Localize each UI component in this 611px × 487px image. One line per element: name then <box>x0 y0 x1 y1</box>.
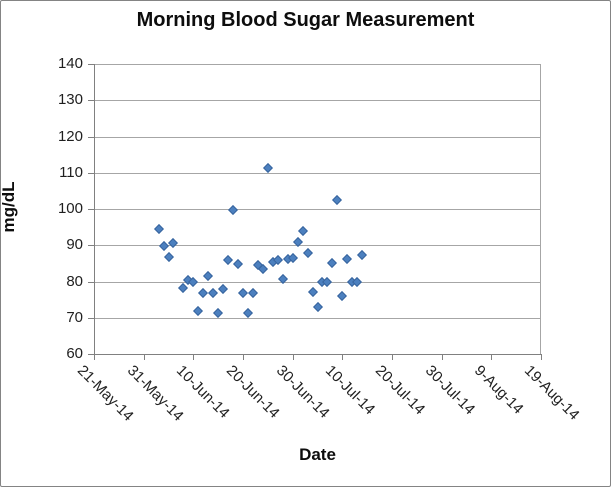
x-tick-6 <box>392 355 393 360</box>
data-point-marker <box>233 259 243 270</box>
gridline-y-140 <box>94 64 541 65</box>
x-tick-7 <box>441 355 443 360</box>
data-point-marker <box>342 254 353 264</box>
x-tick-9 <box>541 355 542 360</box>
gridline-y-100 <box>94 209 541 210</box>
data-point-marker <box>213 308 224 318</box>
gridline-y-90 <box>94 245 541 247</box>
gridline-y-70 <box>94 317 541 319</box>
plot-area <box>94 64 541 354</box>
data-point-marker <box>208 288 219 299</box>
data-point-marker <box>203 271 214 282</box>
x-tick-label-7: 30-Jul-14 <box>421 362 478 419</box>
x-tick-0 <box>94 355 95 360</box>
x-tick-3 <box>243 355 244 360</box>
x-tick-label-6: 20-Jul-14 <box>371 362 429 419</box>
x-tick-4 <box>292 355 294 360</box>
gridline-y-80 <box>94 281 541 283</box>
data-point-marker <box>262 163 273 173</box>
y-tick-label-140: 140 <box>57 55 83 72</box>
y-tick-label-110: 110 <box>59 163 83 181</box>
x-tick-label-8: 9-Aug-14 <box>471 362 527 418</box>
chart-title: Morning Blood Sugar Measurement <box>136 9 475 31</box>
y-tick-140 <box>88 64 94 65</box>
y-axis-line <box>94 64 95 355</box>
gridline-y-120 <box>94 136 541 138</box>
data-point-marker <box>153 223 164 234</box>
data-point-marker <box>223 254 234 265</box>
y-tick-120 <box>88 136 94 138</box>
data-point-marker <box>243 308 253 318</box>
y-tick-80 <box>88 281 94 283</box>
data-point-marker <box>352 276 363 287</box>
x-tick-8 <box>491 355 493 360</box>
data-point-marker <box>247 287 258 298</box>
data-point-marker <box>228 205 239 216</box>
gridline-y-110 <box>94 172 541 174</box>
x-tick-label-3: 20-Jun-14 <box>222 362 283 422</box>
data-point-marker <box>357 249 368 260</box>
y-tick-label-100: 100 <box>57 200 83 217</box>
data-point-marker <box>307 286 318 297</box>
data-point-marker <box>193 305 204 316</box>
y-tick-130 <box>88 100 94 102</box>
y-tick-70 <box>88 317 94 319</box>
y-tick-100 <box>88 209 94 210</box>
y-tick-60 <box>88 354 94 355</box>
x-tick-5 <box>342 355 344 360</box>
x-axis-line <box>94 354 542 355</box>
x-tick-1 <box>143 355 145 360</box>
data-point-marker <box>198 288 209 299</box>
x-tick-label-9: 19-Aug-14 <box>520 362 583 424</box>
data-point-marker <box>163 251 174 262</box>
data-point-marker <box>238 287 248 298</box>
gridline-y-130 <box>94 100 541 102</box>
data-point-marker <box>332 195 343 206</box>
data-point-marker <box>312 302 323 313</box>
data-point-marker <box>188 277 199 288</box>
y-tick-90 <box>88 245 94 247</box>
data-point-marker <box>322 276 333 287</box>
y-tick-label-120: 120 <box>57 127 83 145</box>
x-axis-title: Date <box>299 445 336 464</box>
data-point-marker <box>218 283 229 294</box>
data-point-marker <box>302 247 313 258</box>
data-point-marker <box>178 283 189 294</box>
y-tick-label-60: 60 <box>66 345 83 362</box>
x-tick-2 <box>193 355 195 360</box>
data-point-marker <box>297 225 308 236</box>
y-tick-label-130: 130 <box>57 91 83 109</box>
data-point-marker <box>337 291 348 301</box>
plot-right-border <box>540 64 541 354</box>
y-tick-label-90: 90 <box>66 236 83 254</box>
y-tick-label-70: 70 <box>66 308 83 326</box>
y-tick-110 <box>88 172 94 174</box>
y-tick-label-80: 80 <box>66 272 83 290</box>
data-point-marker <box>327 258 338 268</box>
y-axis-title: mg/dL <box>0 181 18 233</box>
data-point-marker <box>257 264 268 275</box>
